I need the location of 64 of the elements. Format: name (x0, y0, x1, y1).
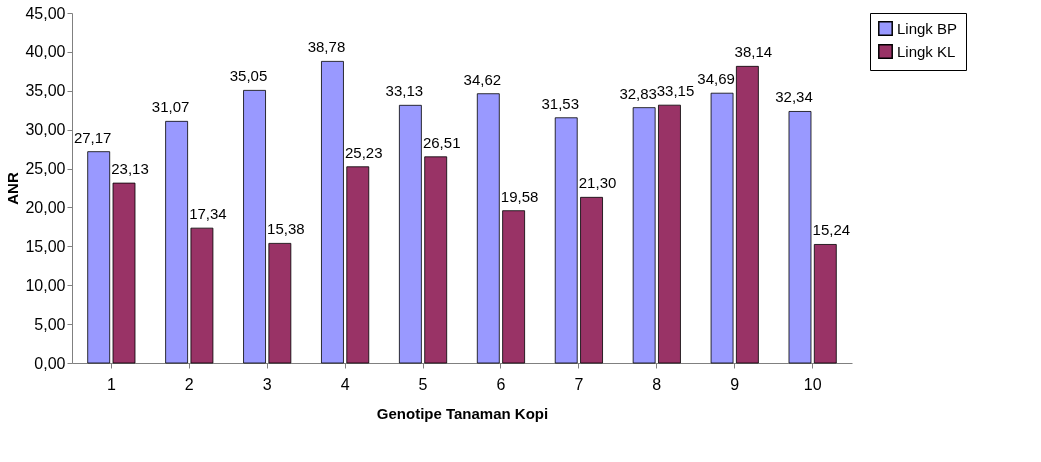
data-label: 31,07 (151, 98, 190, 116)
y-tick-label: 30,00 (25, 121, 66, 139)
data-label: 31,53 (541, 94, 579, 112)
bar (632, 107, 656, 364)
y-tick-label: 45,00 (25, 4, 66, 22)
data-label: 32,83 (619, 84, 657, 102)
bar (788, 111, 812, 364)
data-label: 34,69 (697, 70, 735, 88)
x-axis-title: Genotipe Tanaman Kopi (376, 404, 549, 422)
bar (710, 92, 734, 364)
bar (813, 244, 837, 364)
bar (398, 104, 422, 364)
x-tick-label: 1 (106, 375, 116, 393)
y-tick-label: 25,00 (25, 160, 66, 178)
y-tick-label: 5,00 (34, 315, 66, 333)
bar (554, 117, 578, 364)
x-tick-label: 6 (496, 375, 506, 393)
y-tick-label: 20,00 (25, 198, 66, 216)
data-label: 34,62 (463, 70, 502, 88)
bar (735, 65, 759, 364)
data-label: 27,17 (73, 128, 112, 146)
data-label: 19,58 (500, 187, 539, 205)
data-label: 15,24 (812, 221, 851, 239)
bar (243, 89, 266, 364)
legend-label: Lingk BP (897, 19, 958, 37)
bar (112, 182, 136, 364)
bar (424, 156, 448, 364)
bar (346, 166, 370, 364)
data-label: 38,14 (734, 43, 773, 61)
bar (658, 104, 681, 364)
x-tick-label: 10 (803, 375, 822, 393)
x-tick-label: 8 (652, 375, 662, 393)
bar (268, 242, 292, 364)
data-label: 25,23 (345, 143, 383, 161)
data-label: 23,13 (111, 160, 149, 178)
x-tick-label: 9 (730, 375, 740, 393)
y-tick-label: 15,00 (25, 237, 66, 255)
data-label: 15,38 (267, 220, 305, 238)
y-tick-label: 35,00 (25, 82, 66, 100)
bar (190, 227, 214, 364)
data-label: 33,13 (385, 82, 424, 100)
x-tick-label: 7 (574, 375, 584, 393)
y-tick-label: 10,00 (25, 276, 66, 294)
bar (165, 120, 189, 364)
bar (476, 93, 500, 364)
x-tick-label: 4 (340, 375, 350, 393)
y-axis-title: ANR (4, 172, 22, 205)
x-tick-label: 2 (184, 375, 194, 393)
data-label: 38,78 (307, 38, 346, 56)
data-label: 32,34 (775, 88, 813, 106)
data-label: 17,34 (189, 205, 227, 223)
y-tick-label: 0,00 (34, 354, 66, 372)
data-label: 26,51 (422, 133, 461, 151)
legend-label: Lingk KL (897, 42, 956, 60)
data-label: 35,05 (229, 67, 268, 85)
data-label: 33,15 (656, 82, 695, 100)
x-tick-label: 3 (262, 375, 272, 393)
bar (87, 151, 111, 364)
data-label: 21,30 (578, 174, 617, 192)
bar (321, 60, 344, 364)
bar (580, 196, 603, 364)
x-tick-label: 5 (418, 375, 428, 393)
y-tick-label: 40,00 (25, 43, 66, 61)
bar (502, 210, 526, 364)
